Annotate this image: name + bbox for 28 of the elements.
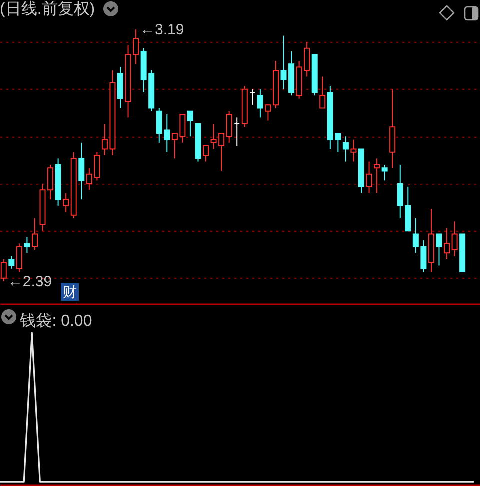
candlestick — [436, 234, 442, 266]
candlestick — [342, 136, 349, 162]
candlestick — [265, 104, 272, 122]
candlestick — [257, 88, 264, 118]
annotation: ←3.19 — [140, 22, 184, 38]
candlestick — [452, 221, 458, 257]
candlestick — [187, 110, 194, 138]
candlestick — [16, 243, 22, 273]
candlestick — [234, 117, 240, 147]
candlestick — [24, 236, 30, 254]
candlestick — [226, 110, 232, 144]
chart-title: (日线.前复权) — [0, 0, 96, 18]
candlestick — [366, 161, 372, 194]
candlestick — [203, 146, 210, 162]
candlestick — [0, 258, 7, 282]
candlestick — [350, 139, 357, 162]
candlestick — [444, 227, 450, 260]
candlestick — [320, 76, 326, 109]
candlestick — [250, 88, 256, 106]
candlestick — [8, 256, 15, 270]
candlestick — [382, 164, 388, 182]
chart-title: 钱袋: 0.00 — [19, 313, 92, 330]
candlestick — [63, 192, 70, 213]
text: 财 — [61, 283, 79, 301]
candlestick — [78, 142, 85, 200]
candlestick — [32, 218, 38, 250]
candlestick — [374, 158, 380, 194]
annotation: ←2.39 — [8, 273, 52, 290]
